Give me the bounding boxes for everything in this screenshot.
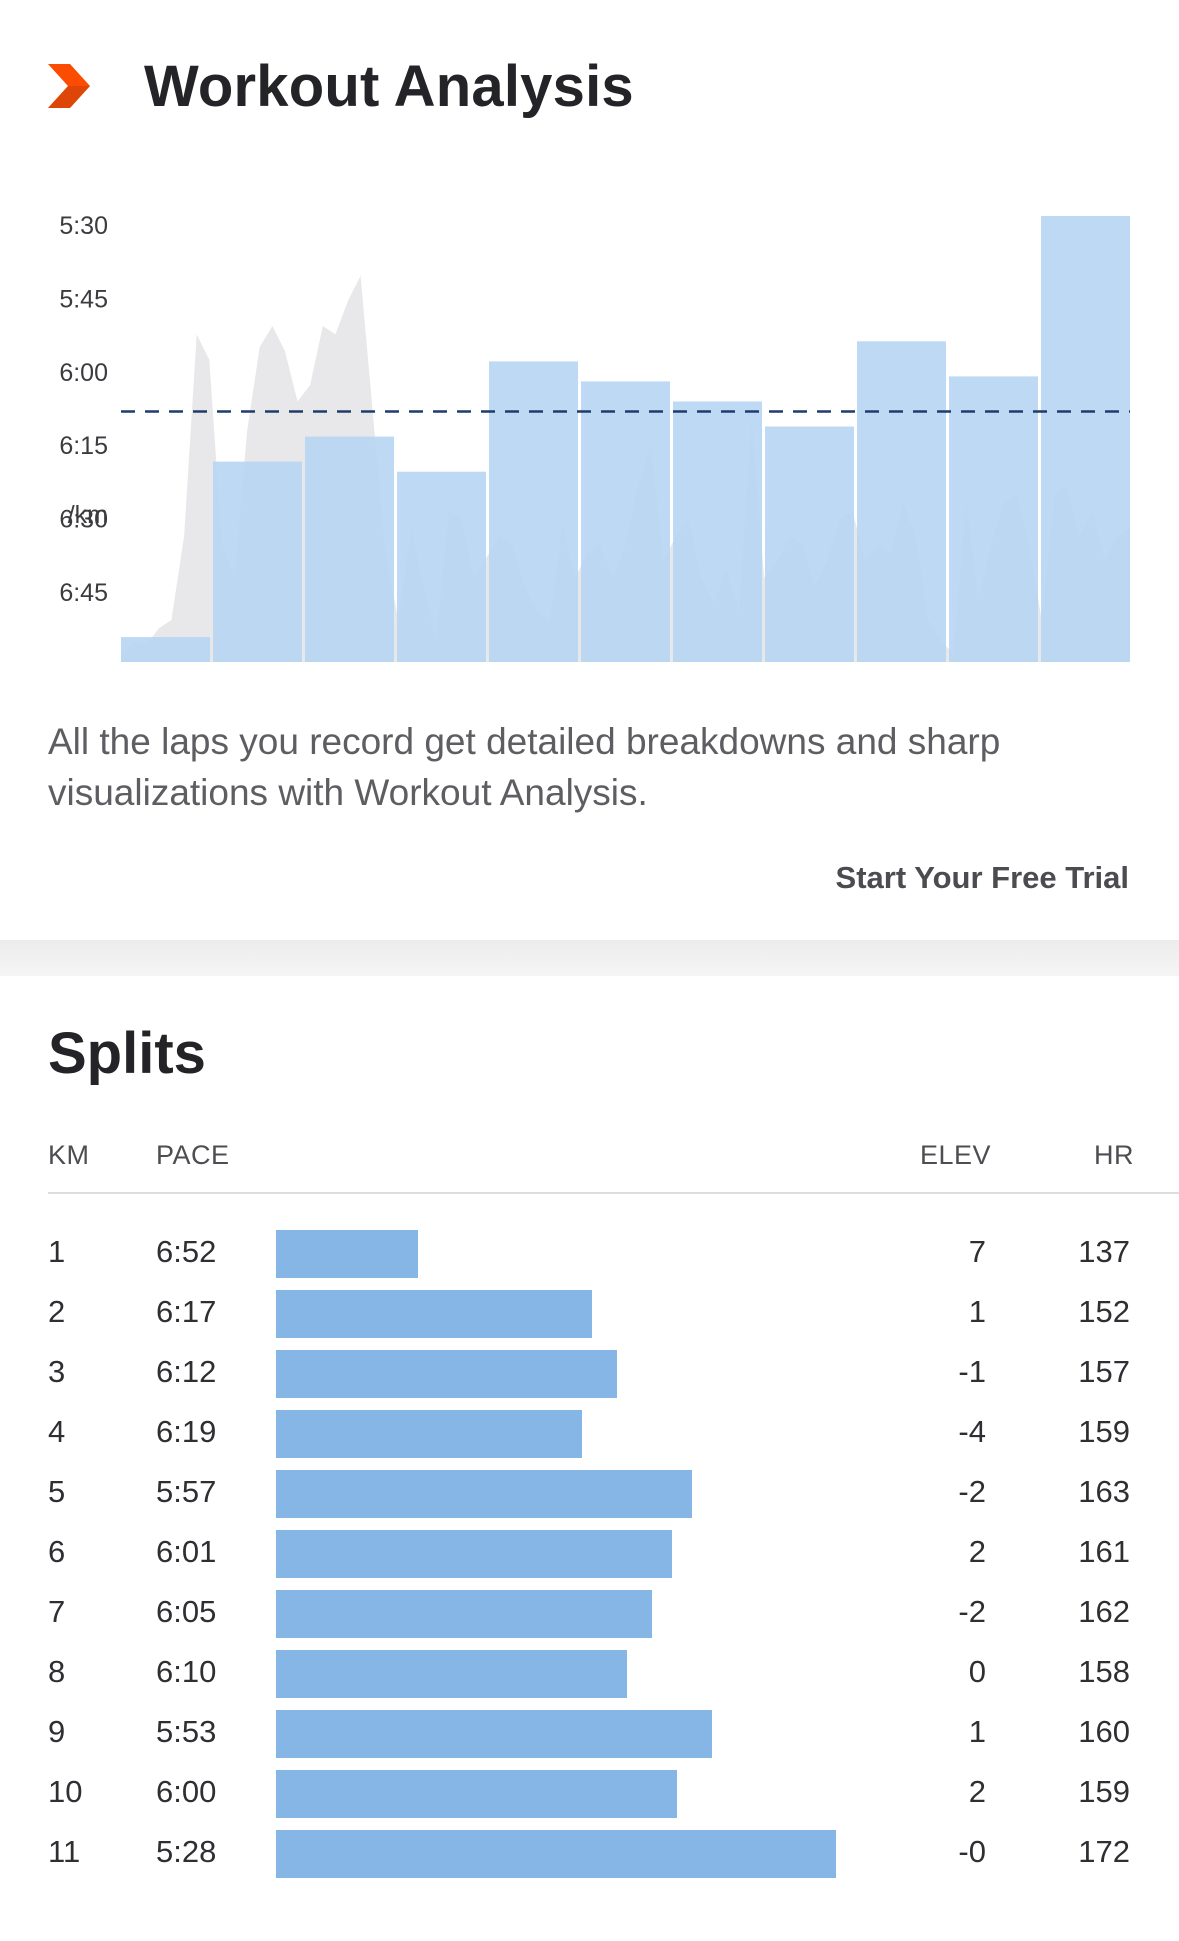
table-row: 9 5:53 1 160 (0, 1704, 1179, 1764)
split-km: 3 (48, 1354, 66, 1389)
split-pace-bar (276, 1710, 712, 1758)
table-row: 8 6:10 0 158 (0, 1644, 1179, 1704)
table-row: 4 6:19 -4 159 (0, 1404, 1179, 1464)
split-pace-bar (276, 1650, 627, 1698)
split-pace: 6:12 (156, 1354, 217, 1389)
split-elev: 1 (968, 1714, 986, 1749)
split-hr: 161 (1078, 1534, 1130, 1569)
split-km: 7 (48, 1594, 66, 1629)
y-tick-label: 6:45 (59, 579, 108, 607)
header-hr: HR (1094, 1140, 1134, 1170)
split-pace-bar (276, 1230, 418, 1278)
split-hr: 158 (1078, 1654, 1130, 1689)
pace-bar-km-10 (949, 376, 1038, 662)
split-pace: 6:01 (156, 1534, 217, 1569)
split-hr: 137 (1078, 1234, 1130, 1269)
split-pace: 5:57 (156, 1474, 217, 1509)
split-hr: 160 (1078, 1714, 1130, 1749)
split-pace-bar (276, 1590, 652, 1638)
split-pace-bar (276, 1830, 836, 1878)
split-pace: 6:10 (156, 1654, 217, 1689)
split-elev: -1 (958, 1354, 986, 1389)
pace-bar-km-1 (121, 637, 210, 662)
pace-chart: 5:30 5:45 6:00 6:15 6:30 6:45 /km (59, 212, 1130, 662)
split-km: 6 (48, 1534, 66, 1569)
section-divider (0, 940, 1179, 976)
pace-bar-km-6 (581, 381, 670, 662)
split-km: 4 (48, 1414, 66, 1449)
table-row: 2 6:17 1 152 (0, 1284, 1179, 1344)
split-pace-bar (276, 1530, 672, 1578)
split-pace-bar (276, 1290, 592, 1338)
split-pace: 6:17 (156, 1294, 217, 1329)
table-row: 6 6:01 2 161 (0, 1524, 1179, 1584)
split-hr: 162 (1078, 1594, 1130, 1629)
split-elev: 2 (968, 1534, 986, 1569)
y-tick-label: 6:00 (59, 359, 108, 387)
pace-bar-km-8 (765, 426, 854, 662)
y-axis-unit: /km (68, 501, 108, 529)
split-hr: 159 (1078, 1414, 1130, 1449)
y-tick-label: 5:45 (59, 285, 108, 313)
pace-bar-km-4 (397, 471, 486, 662)
split-elev: 2 (968, 1774, 986, 1809)
split-pace-bar (276, 1470, 692, 1518)
split-pace-bar (276, 1410, 582, 1458)
pace-bar-km-11 (1041, 216, 1130, 662)
card-header: Workout Analysis (48, 46, 634, 126)
splits-title: Splits (48, 1021, 206, 1086)
split-km: 1 (48, 1234, 66, 1269)
table-row: 1 6:52 7 137 (0, 1224, 1179, 1284)
split-pace-bar (276, 1770, 677, 1818)
split-km: 2 (48, 1294, 66, 1329)
split-km: 5 (48, 1474, 66, 1509)
split-hr: 172 (1078, 1834, 1130, 1869)
y-tick-label: 6:30 (59, 506, 108, 534)
y-tick-label: 6:15 (59, 432, 108, 460)
split-elev: -2 (958, 1474, 986, 1509)
split-hr: 152 (1078, 1294, 1130, 1329)
header-rule (48, 1192, 1179, 1194)
split-km: 9 (48, 1714, 66, 1749)
split-elev: -4 (958, 1414, 986, 1449)
split-pace: 6:19 (156, 1414, 217, 1449)
pace-bar-km-9 (857, 341, 946, 662)
split-hr: 159 (1078, 1774, 1130, 1809)
split-hr: 163 (1078, 1474, 1130, 1509)
pace-bar-km-7 (673, 401, 762, 662)
header-pace: PACE (156, 1140, 230, 1170)
page-title: Workout Analysis (144, 53, 634, 119)
table-row: 11 5:28 -0 172 (0, 1824, 1179, 1884)
split-pace: 5:28 (156, 1834, 217, 1869)
table-row: 7 6:05 -2 162 (0, 1584, 1179, 1644)
split-elev: 0 (968, 1654, 986, 1689)
pace-bar-km-5 (489, 361, 578, 662)
start-free-trial-link[interactable]: Start Your Free Trial (835, 860, 1129, 895)
description-text: All the laps you record get detailed bre… (48, 721, 1001, 813)
header-km: KM (48, 1140, 90, 1170)
pace-bar-km-2 (213, 461, 302, 662)
split-pace: 6:00 (156, 1774, 217, 1809)
table-row: 10 6:00 2 159 (0, 1764, 1179, 1824)
split-km: 11 (48, 1834, 81, 1869)
workout-analysis-card: Workout Analysis 5:30 5:45 6:00 6:15 6:30 6:4… (0, 0, 1179, 940)
y-tick-label: 5:30 (59, 212, 108, 240)
chevron-logo-icon (48, 64, 90, 108)
split-pace: 6:52 (156, 1234, 217, 1269)
pace-bar-km-3 (305, 436, 394, 662)
split-elev: 7 (968, 1234, 986, 1269)
table-row: 3 6:12 -1 157 (0, 1344, 1179, 1404)
split-km: 8 (48, 1654, 66, 1689)
split-elev: 1 (968, 1294, 986, 1329)
split-hr: 157 (1078, 1354, 1130, 1389)
split-pace: 5:53 (156, 1714, 217, 1749)
header-elev: ELEV (920, 1140, 992, 1170)
split-pace-bar (276, 1350, 617, 1398)
split-km: 10 (48, 1774, 83, 1809)
split-pace: 6:05 (156, 1594, 217, 1629)
table-row: 5 5:57 -2 163 (0, 1464, 1179, 1524)
split-elev: -0 (958, 1834, 986, 1869)
split-elev: -2 (958, 1594, 986, 1629)
